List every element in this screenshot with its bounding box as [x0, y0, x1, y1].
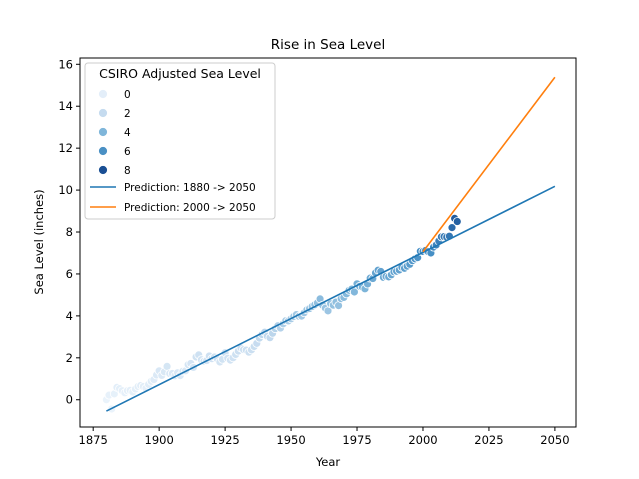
prediction-lines [106, 76, 556, 412]
x-axis: 1875 1900 1925 1950 1975 2000 2025 2050 [79, 427, 570, 447]
x-tick-label: 1900 [145, 433, 174, 447]
y-tick-label: 2 [66, 351, 73, 365]
legend-hue-entries: 0 2 4 6 8 [98, 89, 131, 177]
plot-frame [79, 57, 577, 428]
data-point [452, 217, 462, 226]
x-tick-label: 1950 [276, 433, 305, 447]
data-point [447, 223, 457, 233]
legend-hue-marker [98, 127, 108, 137]
x-axis-label: Year [315, 455, 341, 469]
x-tick-label: 1875 [79, 433, 108, 447]
plot-area: 1875 1900 1925 1950 1975 2000 2025 2050 0 2 4 6 8 10… [58, 57, 577, 447]
scatter-series [101, 213, 462, 414]
legend-hue-label: 2 [124, 108, 131, 120]
legend: CSIRO Adjusted Sea Level 0 2 4 6 8 Predictio… [84, 62, 276, 220]
x-tick-label: 1975 [342, 433, 371, 447]
legend-hue-label: 4 [124, 127, 131, 139]
legend-line-label: Prediction: 2000 -> 2050 [124, 202, 256, 214]
x-tick-label: 1925 [210, 433, 239, 447]
y-tick-label: 14 [58, 99, 73, 113]
x-tick-label: 2025 [474, 433, 503, 447]
legend-hue-marker [98, 89, 108, 99]
y-tick-label: 16 [58, 57, 73, 71]
legend-title: CSIRO Adjusted Sea Level [99, 66, 261, 81]
legend-hue-marker [98, 165, 108, 175]
chart-title: Rise in Sea Level [271, 37, 385, 53]
y-tick-label: 4 [66, 309, 73, 323]
y-tick-label: 8 [66, 225, 73, 239]
x-tick-label: 2050 [540, 433, 569, 447]
y-tick-label: 10 [58, 183, 73, 197]
y-tick-label: 6 [66, 267, 73, 281]
legend-hue-marker [98, 146, 108, 156]
legend-line-entries: Prediction: 1880 -> 2050 Prediction: 2000… [90, 182, 256, 214]
legend-line-label: Prediction: 1880 -> 2050 [124, 182, 256, 194]
legend-box [84, 62, 276, 220]
legend-hue-marker [98, 108, 108, 118]
x-tick-label: 2000 [408, 433, 437, 447]
legend-hue-label: 8 [124, 165, 131, 177]
y-tick-label: 0 [66, 393, 73, 407]
prediction-line-2 [422, 76, 556, 253]
y-tick-label: 12 [58, 141, 73, 155]
legend-hue-label: 0 [124, 89, 131, 101]
y-axis-label: Sea Level (inches) [32, 189, 46, 294]
data-point [349, 287, 359, 297]
prediction-line-1 [106, 185, 556, 412]
y-axis: 0 2 4 6 8 10 12 14 16 [58, 57, 80, 407]
legend-hue-label: 6 [124, 146, 131, 158]
